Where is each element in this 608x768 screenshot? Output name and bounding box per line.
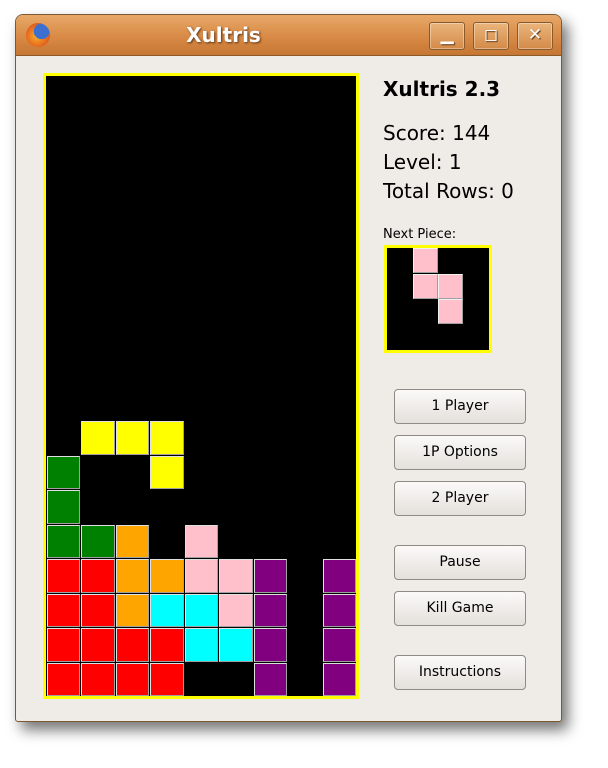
window-title: Xultris: [186, 23, 261, 47]
level: Level: 1: [383, 150, 462, 174]
firefox-icon: [26, 23, 50, 47]
game-board: [43, 73, 359, 699]
close-button[interactable]: ✕: [517, 22, 553, 50]
board-block: [184, 593, 219, 628]
minimize-button[interactable]: ▁: [429, 22, 465, 50]
board-block: [47, 662, 81, 696]
board-block: [81, 559, 115, 593]
board-block: [47, 593, 81, 628]
board-block: [115, 559, 150, 593]
next-piece-block: [438, 299, 463, 324]
board-block: [322, 593, 356, 628]
board-block: [115, 524, 150, 559]
next-piece-block: [412, 273, 438, 299]
app-window: Xultris ▁ ◻ ✕ Xultris 2.3 Score: 144 Lev…: [15, 14, 562, 722]
board-block: [253, 662, 288, 696]
board-block: [47, 559, 81, 593]
maximize-button[interactable]: ◻: [473, 22, 509, 50]
next-piece-block: [412, 248, 438, 273]
board-block: [184, 628, 219, 662]
board-block: [81, 628, 115, 662]
board-block: [219, 593, 253, 628]
board-block: [253, 593, 288, 628]
board-block: [253, 559, 288, 593]
board-block: [322, 662, 356, 696]
next-piece-block: [438, 273, 463, 299]
next-piece-label: Next Piece:: [383, 227, 457, 242]
board-block: [115, 628, 150, 662]
board-block: [115, 662, 150, 696]
board-block: [150, 559, 184, 593]
pause-button[interactable]: Pause: [394, 545, 526, 580]
board-block: [81, 662, 115, 696]
board-block: [47, 455, 81, 490]
title-bar[interactable]: Xultris ▁ ◻ ✕: [16, 15, 561, 56]
options-button[interactable]: 1P Options: [394, 435, 526, 470]
board-block: [322, 628, 356, 662]
two-player-button[interactable]: 2 Player: [394, 481, 526, 516]
score: Score: 144: [383, 121, 491, 145]
board-block: [184, 559, 219, 593]
board-block: [184, 524, 219, 559]
board-block: [219, 628, 253, 662]
board-block: [150, 662, 184, 696]
board-block: [322, 559, 356, 593]
board-block: [150, 593, 184, 628]
instructions-button[interactable]: Instructions: [394, 655, 526, 690]
board-block: [219, 559, 253, 593]
next-piece-preview: [384, 245, 492, 353]
total-rows: Total Rows: 0: [383, 179, 514, 203]
game-version: Xultris 2.3: [383, 77, 501, 101]
board-block: [150, 455, 184, 490]
kill-game-button[interactable]: Kill Game: [394, 591, 526, 626]
board-block: [81, 593, 115, 628]
board-block: [253, 628, 288, 662]
board-block: [81, 524, 115, 559]
board-block: [47, 628, 81, 662]
board-block: [115, 421, 150, 455]
board-block: [115, 593, 150, 628]
board-block: [150, 421, 184, 455]
board-block: [47, 490, 81, 524]
one-player-button[interactable]: 1 Player: [394, 389, 526, 424]
board-block: [81, 421, 115, 455]
board-block: [47, 524, 81, 559]
board-block: [150, 628, 184, 662]
